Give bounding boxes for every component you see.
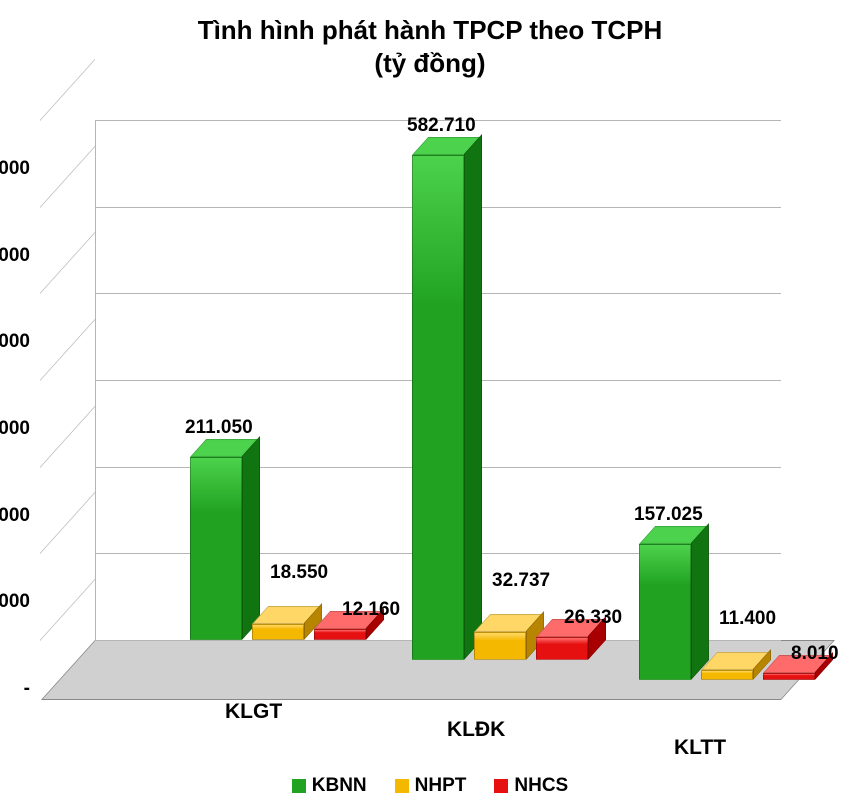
bar-value-label: 11.400 bbox=[719, 608, 776, 630]
y-axis-tick: 400.000 bbox=[0, 331, 30, 353]
grid-depth-line bbox=[40, 232, 95, 294]
bar-NHCS-KLTT bbox=[763, 673, 815, 680]
y-axis-tick: 100.000 bbox=[0, 591, 30, 613]
legend-label: NHCS bbox=[514, 775, 568, 797]
bar-value-label: 157.025 bbox=[634, 504, 703, 526]
legend-item-NHCS: NHCS bbox=[494, 775, 568, 797]
y-axis-tick: 500.000 bbox=[0, 245, 30, 267]
legend-label: NHPT bbox=[415, 775, 467, 797]
bar-NHCS-KLGT bbox=[314, 629, 366, 640]
bar-KBNN-KLĐK bbox=[412, 155, 464, 660]
x-axis-label-KLTT: KLTT bbox=[674, 736, 726, 760]
bar-NHPT-KLGT bbox=[252, 624, 304, 640]
bar-front bbox=[412, 155, 464, 660]
bar-side bbox=[691, 523, 709, 680]
bar-KBNN-KLGT bbox=[190, 457, 242, 640]
x-axis-label-KLGT: KLGT bbox=[225, 700, 282, 724]
legend-item-NHPT: NHPT bbox=[395, 775, 467, 797]
y-axis-tick: - bbox=[0, 678, 30, 700]
bar-front bbox=[474, 632, 526, 660]
bar-front bbox=[701, 670, 753, 680]
chart-plot-area: -100.000200.000300.000400.000500.000600.… bbox=[30, 95, 840, 735]
bar-front bbox=[190, 457, 242, 640]
bar-KBNN-KLTT bbox=[639, 544, 691, 680]
legend-swatch bbox=[494, 779, 508, 793]
chart-title-line2: (tỷ đồng) bbox=[0, 47, 860, 80]
bar-side bbox=[242, 436, 260, 640]
bar-NHPT-KLTT bbox=[701, 670, 753, 680]
bar-front bbox=[314, 629, 366, 640]
legend-item-KBNN: KBNN bbox=[292, 775, 367, 797]
grid-depth-line bbox=[40, 319, 95, 381]
y-axis-tick: 200.000 bbox=[0, 505, 30, 527]
grid-depth-line bbox=[40, 146, 95, 208]
bar-front bbox=[763, 673, 815, 680]
legend-swatch bbox=[292, 779, 306, 793]
grid-depth-line bbox=[40, 492, 95, 554]
chart-title-line1: Tình hình phát hành TPCP theo TCPH bbox=[0, 14, 860, 47]
bar-value-label: 32.737 bbox=[492, 570, 550, 592]
grid-depth-line bbox=[40, 406, 95, 468]
y-axis-tick: 300.000 bbox=[0, 418, 30, 440]
bar-side bbox=[464, 134, 482, 660]
bar-value-label: 582.710 bbox=[407, 115, 476, 137]
bar-NHPT-KLĐK bbox=[474, 632, 526, 660]
bar-value-label: 8.010 bbox=[791, 643, 839, 665]
bar-front bbox=[639, 544, 691, 680]
x-axis-label-KLĐK: KLĐK bbox=[447, 718, 505, 742]
bar-value-label: 211.050 bbox=[185, 417, 253, 439]
y-axis-tick: 600.000 bbox=[0, 158, 30, 180]
bar-value-label: 26.330 bbox=[564, 607, 622, 629]
legend-swatch bbox=[395, 779, 409, 793]
grid-depth-line bbox=[40, 579, 95, 641]
bar-front bbox=[536, 637, 588, 660]
legend-label: KBNN bbox=[312, 775, 367, 797]
bar-NHCS-KLĐK bbox=[536, 637, 588, 660]
bar-value-label: 18.550 bbox=[270, 562, 328, 584]
chart-legend: KBNN NHPT NHCS bbox=[0, 775, 860, 799]
bar-value-label: 12.160 bbox=[342, 599, 400, 621]
bar-front bbox=[252, 624, 304, 640]
